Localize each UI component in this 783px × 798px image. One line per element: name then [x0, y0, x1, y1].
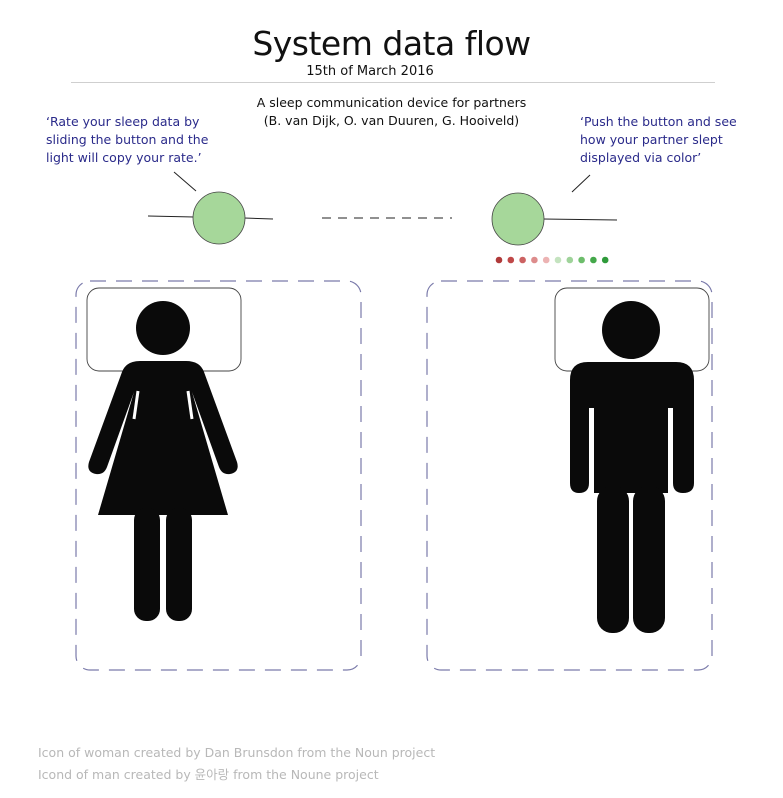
header-divider: [71, 82, 715, 83]
sleep-rating-scale: [495, 256, 609, 264]
date-label: 15th of March 2016: [306, 64, 434, 79]
left-quote-line-3: light will copy your rate.’: [46, 150, 202, 165]
left-quote-line-2: sliding the button and the: [46, 132, 209, 147]
right-device-wire: [542, 218, 618, 221]
rating-dot-10: [601, 256, 609, 264]
man-icon-credit: Icond of man created by 윤아랑 from the Nou…: [38, 767, 379, 782]
right-sleep-device-light[interactable]: [491, 192, 545, 246]
right-bed-outline: [426, 280, 713, 671]
man-icon: [570, 301, 694, 633]
right-quote-line-2: how your partner slept: [580, 132, 723, 147]
rating-dot-3: [519, 256, 526, 264]
left-device-wire-out: [243, 217, 274, 220]
rating-dot-1: [495, 256, 503, 264]
rating-dot-9: [590, 256, 597, 264]
subtitle-description: A sleep communication device for partner…: [256, 95, 527, 110]
page-title: System data flow: [252, 24, 531, 63]
left-sleep-device-light[interactable]: [192, 191, 246, 245]
left-bed-outline: [75, 280, 362, 671]
right-quote-pointer: [571, 174, 591, 193]
left-device-wire-in: [147, 215, 195, 218]
rating-dot-4: [531, 256, 538, 264]
right-quote-line-3: displayed via color’: [580, 150, 702, 165]
rating-dot-8: [578, 256, 585, 264]
rating-dot-6: [554, 256, 562, 264]
left-quote-pointer: [173, 171, 197, 192]
rating-dot-2: [507, 256, 515, 264]
rating-dot-7: [566, 256, 574, 264]
left-quote-line-1: ‘Rate your sleep data by: [46, 114, 200, 129]
subtitle-authors: (B. van Dijk, O. van Duuren, G. Hooiveld…: [263, 113, 520, 128]
right-quote-line-1: ‘Push the button and see: [580, 114, 737, 129]
woman-icon: [88, 301, 238, 621]
rating-dot-5: [542, 256, 550, 264]
woman-icon-credit: Icon of woman created by Dan Brunsdon fr…: [38, 745, 436, 760]
